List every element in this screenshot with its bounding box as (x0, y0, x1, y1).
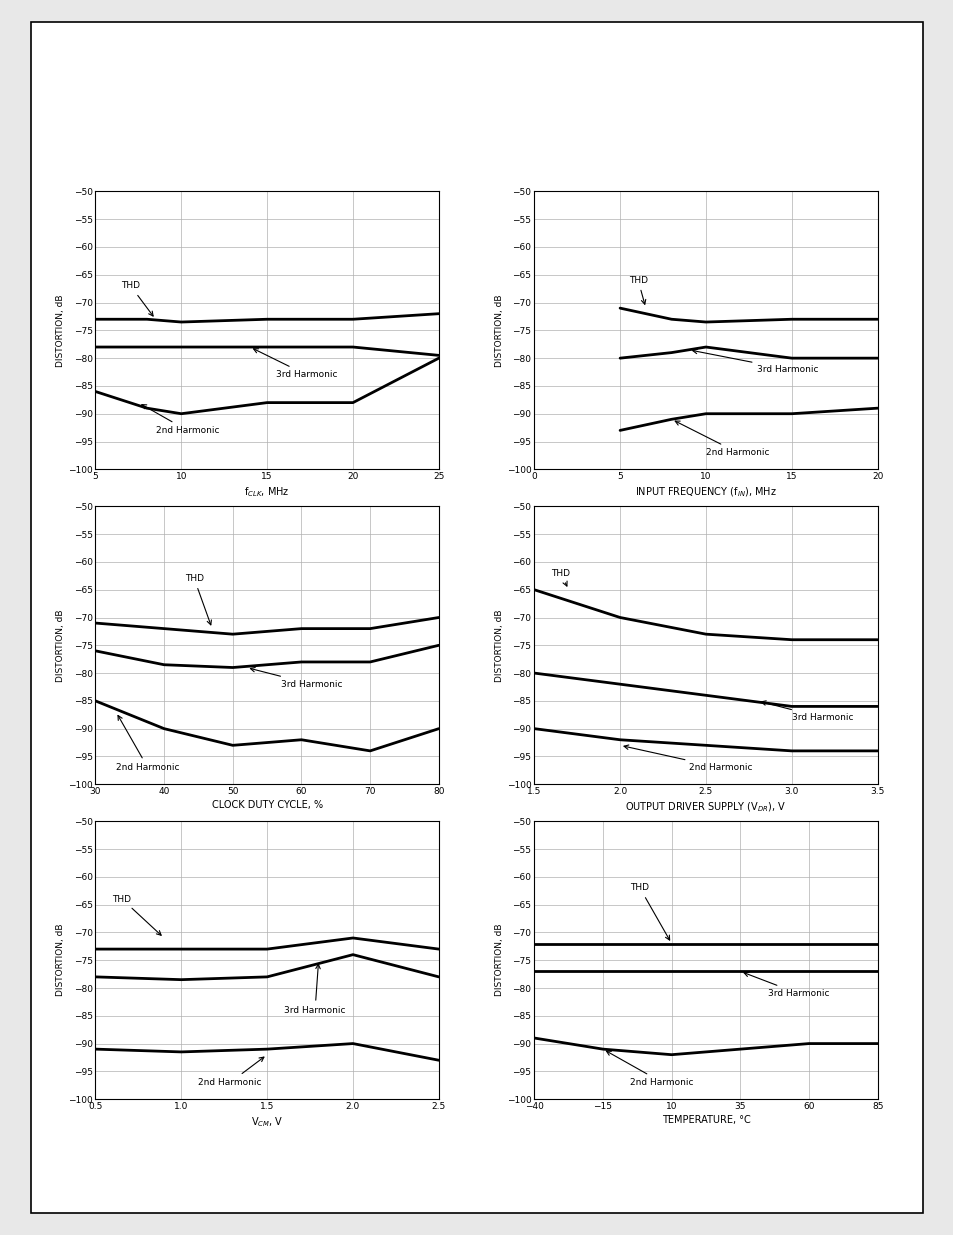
Text: 3rd Harmonic: 3rd Harmonic (692, 350, 818, 374)
Text: THD: THD (628, 275, 647, 304)
X-axis label: V$_{CM}$, V: V$_{CM}$, V (251, 1115, 283, 1129)
X-axis label: TEMPERATURE, °C: TEMPERATURE, °C (660, 1115, 750, 1125)
X-axis label: INPUT FREQUENCY (f$_{IN}$), MHz: INPUT FREQUENCY (f$_{IN}$), MHz (635, 485, 776, 499)
Y-axis label: DISTORTION, dB: DISTORTION, dB (495, 924, 503, 997)
X-axis label: f$_{CLK}$, MHz: f$_{CLK}$, MHz (244, 485, 290, 499)
Text: THD: THD (121, 282, 152, 316)
Text: 3rd Harmonic: 3rd Harmonic (250, 667, 342, 689)
Text: 2nd Harmonic: 2nd Harmonic (675, 421, 769, 457)
Y-axis label: DISTORTION, dB: DISTORTION, dB (495, 294, 503, 367)
X-axis label: OUTPUT DRIVER SUPPLY (V$_{DR}$), V: OUTPUT DRIVER SUPPLY (V$_{DR}$), V (624, 800, 786, 814)
Y-axis label: DISTORTION, dB: DISTORTION, dB (56, 924, 65, 997)
Text: 2nd Harmonic: 2nd Harmonic (623, 745, 752, 772)
Text: 3rd Harmonic: 3rd Harmonic (743, 972, 828, 998)
Text: 3rd Harmonic: 3rd Harmonic (253, 348, 336, 379)
Y-axis label: DISTORTION, dB: DISTORTION, dB (495, 609, 503, 682)
Text: THD: THD (185, 574, 212, 625)
Text: 2nd Harmonic: 2nd Harmonic (198, 1057, 264, 1087)
Text: 3rd Harmonic: 3rd Harmonic (284, 965, 345, 1015)
Text: 2nd Harmonic: 2nd Harmonic (116, 715, 179, 772)
Text: THD: THD (112, 894, 161, 935)
Text: 3rd Harmonic: 3rd Harmonic (760, 700, 852, 722)
Text: THD: THD (551, 568, 570, 587)
Text: THD: THD (630, 883, 669, 940)
Text: 2nd Harmonic: 2nd Harmonic (142, 405, 219, 435)
X-axis label: CLOCK DUTY CYCLE, %: CLOCK DUTY CYCLE, % (212, 800, 322, 810)
Text: 2nd Harmonic: 2nd Harmonic (606, 1051, 693, 1087)
Y-axis label: DISTORTION, dB: DISTORTION, dB (56, 609, 65, 682)
Y-axis label: DISTORTION, dB: DISTORTION, dB (56, 294, 65, 367)
